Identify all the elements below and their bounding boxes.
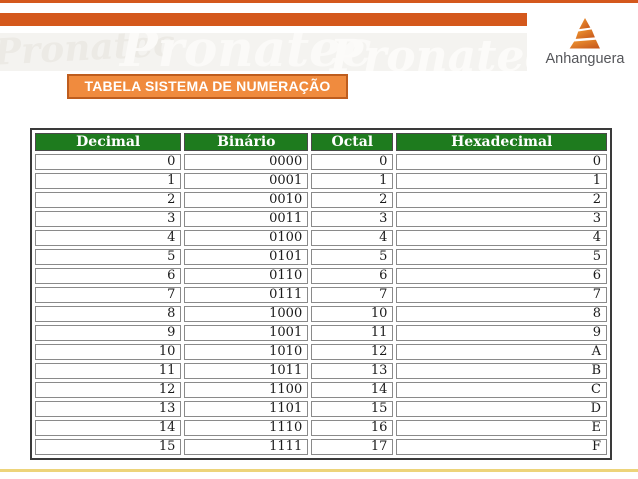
table-cell: 4 <box>311 230 394 246</box>
table-cell: 4 <box>396 230 607 246</box>
table-cell: 5 <box>35 249 182 265</box>
table-cell: 10 <box>35 344 182 360</box>
table-cell: 0000 <box>184 154 309 170</box>
watermark-band: Pronatec Pronatec Pronatec <box>0 33 527 71</box>
table-cell: 5 <box>396 249 607 265</box>
table-row: 3 0011 3 3 <box>35 211 607 227</box>
table-cell: 2 <box>311 192 394 208</box>
table-cell: 1 <box>311 173 394 189</box>
table-cell: 8 <box>396 306 607 322</box>
table-cell: 11 <box>311 325 394 341</box>
table-row: 1 0001 1 1 <box>35 173 607 189</box>
table-row: 8 1000 10 8 <box>35 306 607 322</box>
table-cell: 0100 <box>184 230 309 246</box>
table-cell: 7 <box>396 287 607 303</box>
numeration-table-container: Decimal Binário Octal Hexadecimal 0 0000 0… <box>30 128 612 460</box>
table-cell: 6 <box>396 268 607 284</box>
table-cell: 2 <box>35 192 182 208</box>
column-header-binario: Binário <box>184 133 309 151</box>
table-cell: 1010 <box>184 344 309 360</box>
table-cell: 6 <box>311 268 394 284</box>
table-cell: 14 <box>35 420 182 436</box>
bottom-accent-line <box>0 469 638 472</box>
table-cell: E <box>396 420 607 436</box>
table-cell: C <box>396 382 607 398</box>
table-cell: 2 <box>396 192 607 208</box>
table-cell: 10 <box>311 306 394 322</box>
column-header-octal: Octal <box>311 133 394 151</box>
table-cell: 0110 <box>184 268 309 284</box>
table-cell: 7 <box>35 287 182 303</box>
table-cell: 17 <box>311 439 394 455</box>
table-cell: 1101 <box>184 401 309 417</box>
table-cell: 3 <box>311 211 394 227</box>
table-cell: 1100 <box>184 382 309 398</box>
table-cell: 1 <box>35 173 182 189</box>
table-cell: 15 <box>35 439 182 455</box>
table-cell: D <box>396 401 607 417</box>
table-cell: 3 <box>35 211 182 227</box>
table-cell: 16 <box>311 420 394 436</box>
header-accent-bar <box>0 13 527 26</box>
table-row: 15 1111 17 F <box>35 439 607 455</box>
numeration-table: Decimal Binário Octal Hexadecimal 0 0000 0… <box>30 128 612 460</box>
table-cell: 0 <box>396 154 607 170</box>
watermark-text: Pronatec <box>0 33 176 71</box>
table-cell: 6 <box>35 268 182 284</box>
anhanguera-triangle-icon <box>569 17 600 49</box>
table-cell: 1 <box>396 173 607 189</box>
table-row: 0 0000 0 0 <box>35 154 607 170</box>
watermark-text: Pronatec <box>330 33 527 71</box>
table-row: 12 1100 14 C <box>35 382 607 398</box>
table-cell: 0 <box>311 154 394 170</box>
table-cell: 0 <box>35 154 182 170</box>
table-cell: 4 <box>35 230 182 246</box>
table-cell: 1000 <box>184 306 309 322</box>
table-cell: A <box>396 344 607 360</box>
table-body: 0 0000 0 0 1 0001 1 1 2 0010 2 2 3 0011 3 3 4 0100 4 4 5 0101… <box>35 154 607 455</box>
table-row: 2 0010 2 2 <box>35 192 607 208</box>
table-row: 14 1110 16 E <box>35 420 607 436</box>
table-cell: 0010 <box>184 192 309 208</box>
table-cell: 14 <box>311 382 394 398</box>
table-cell: 0101 <box>184 249 309 265</box>
column-header-hexadecimal: Hexadecimal <box>396 133 607 151</box>
table-row: 5 0101 5 5 <box>35 249 607 265</box>
table-cell: 0111 <box>184 287 309 303</box>
table-cell: 13 <box>35 401 182 417</box>
table-cell: 15 <box>311 401 394 417</box>
table-cell: 11 <box>35 363 182 379</box>
table-cell: 5 <box>311 249 394 265</box>
table-cell: 1011 <box>184 363 309 379</box>
table-cell: 0001 <box>184 173 309 189</box>
table-cell: 7 <box>311 287 394 303</box>
table-cell: 1110 <box>184 420 309 436</box>
table-cell: 8 <box>35 306 182 322</box>
table-cell: B <box>396 363 607 379</box>
watermark-text: Pronatec <box>120 33 372 71</box>
table-cell: 1111 <box>184 439 309 455</box>
anhanguera-logo-text: Anhanguera <box>545 51 625 67</box>
table-cell: 0011 <box>184 211 309 227</box>
table-row: 9 1001 11 9 <box>35 325 607 341</box>
table-row: 6 0110 6 6 <box>35 268 607 284</box>
table-cell: F <box>396 439 607 455</box>
table-row: 13 1101 15 D <box>35 401 607 417</box>
anhanguera-logo: Anhanguera <box>540 17 630 67</box>
table-cell: 9 <box>35 325 182 341</box>
column-header-decimal: Decimal <box>35 133 182 151</box>
table-cell: 12 <box>35 382 182 398</box>
table-header-row: Decimal Binário Octal Hexadecimal <box>35 133 607 151</box>
table-cell: 12 <box>311 344 394 360</box>
table-cell: 3 <box>396 211 607 227</box>
table-cell: 9 <box>396 325 607 341</box>
table-row: 7 0111 7 7 <box>35 287 607 303</box>
table-row: 11 1011 13 B <box>35 363 607 379</box>
table-cell: 1001 <box>184 325 309 341</box>
top-accent-line <box>0 0 638 3</box>
table-row: 4 0100 4 4 <box>35 230 607 246</box>
page-title: TABELA SISTEMA DE NUMERAÇÃO <box>67 74 348 99</box>
table-cell: 13 <box>311 363 394 379</box>
